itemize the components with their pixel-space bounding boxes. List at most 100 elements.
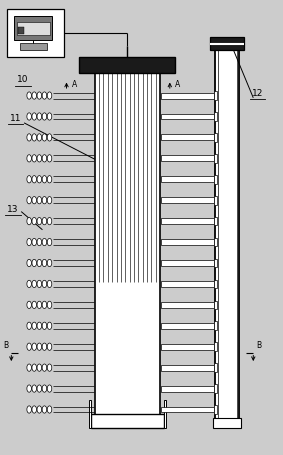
Bar <box>214 384 217 393</box>
Circle shape <box>47 406 52 413</box>
Bar <box>161 113 214 119</box>
Circle shape <box>47 197 52 204</box>
Circle shape <box>27 280 31 288</box>
Circle shape <box>32 113 37 120</box>
Circle shape <box>37 301 42 308</box>
Bar <box>214 112 217 121</box>
Bar <box>213 418 241 428</box>
Bar <box>214 154 217 162</box>
Circle shape <box>47 301 52 308</box>
Circle shape <box>32 134 37 141</box>
Bar <box>214 279 217 288</box>
Text: 11: 11 <box>10 114 21 123</box>
Bar <box>161 218 214 224</box>
Text: 10: 10 <box>17 75 28 84</box>
Circle shape <box>37 155 42 162</box>
Bar <box>161 364 214 370</box>
Circle shape <box>47 364 52 371</box>
Circle shape <box>27 113 31 120</box>
Circle shape <box>47 259 52 267</box>
Circle shape <box>32 176 37 183</box>
Bar <box>20 43 47 50</box>
Circle shape <box>27 322 31 329</box>
Circle shape <box>32 280 37 288</box>
Bar <box>161 386 214 391</box>
Bar <box>214 196 217 204</box>
Text: 12: 12 <box>252 89 263 98</box>
Bar <box>161 407 214 412</box>
Circle shape <box>47 134 52 141</box>
Text: A: A <box>72 80 77 89</box>
Circle shape <box>32 406 37 413</box>
Circle shape <box>27 385 31 392</box>
Circle shape <box>27 134 31 141</box>
Circle shape <box>42 322 47 329</box>
Bar <box>214 91 217 100</box>
Text: B: B <box>3 341 8 350</box>
Circle shape <box>42 134 47 141</box>
Text: A: A <box>175 80 180 89</box>
Bar <box>79 57 175 73</box>
Circle shape <box>47 280 52 288</box>
Bar <box>95 73 160 428</box>
Circle shape <box>32 364 37 371</box>
Bar <box>214 175 217 183</box>
Circle shape <box>27 259 31 267</box>
Circle shape <box>47 322 52 329</box>
Circle shape <box>42 92 47 99</box>
Circle shape <box>32 301 37 308</box>
Bar <box>161 239 214 245</box>
Circle shape <box>37 385 42 392</box>
Circle shape <box>37 259 42 267</box>
Bar <box>7 9 64 57</box>
Circle shape <box>32 343 37 350</box>
Bar <box>161 260 214 266</box>
Bar <box>164 400 166 428</box>
Circle shape <box>47 238 52 246</box>
Circle shape <box>27 92 31 99</box>
Circle shape <box>32 217 37 225</box>
Bar <box>214 363 217 372</box>
Circle shape <box>27 176 31 183</box>
Circle shape <box>42 259 47 267</box>
Circle shape <box>27 406 31 413</box>
Circle shape <box>42 217 47 225</box>
Circle shape <box>42 343 47 350</box>
Bar <box>214 321 217 330</box>
Circle shape <box>42 238 47 246</box>
Text: B: B <box>257 341 262 350</box>
Circle shape <box>27 301 31 308</box>
Circle shape <box>32 155 37 162</box>
Bar <box>214 405 217 414</box>
Circle shape <box>37 134 42 141</box>
Circle shape <box>42 406 47 413</box>
Bar <box>14 16 52 40</box>
Circle shape <box>27 238 31 246</box>
Circle shape <box>27 217 31 225</box>
Circle shape <box>37 92 42 99</box>
Circle shape <box>32 322 37 329</box>
Circle shape <box>47 343 52 350</box>
Circle shape <box>37 322 42 329</box>
Text: 13: 13 <box>7 205 18 214</box>
Bar <box>214 217 217 225</box>
Circle shape <box>47 155 52 162</box>
Bar <box>91 414 164 428</box>
Bar <box>17 22 50 35</box>
Circle shape <box>32 259 37 267</box>
Circle shape <box>42 155 47 162</box>
Bar <box>161 176 214 182</box>
Bar <box>214 133 217 142</box>
Circle shape <box>37 197 42 204</box>
Circle shape <box>32 197 37 204</box>
Circle shape <box>37 176 42 183</box>
Circle shape <box>42 280 47 288</box>
Circle shape <box>37 113 42 120</box>
Bar <box>214 258 217 267</box>
Circle shape <box>37 238 42 246</box>
Circle shape <box>42 301 47 308</box>
Circle shape <box>37 280 42 288</box>
Circle shape <box>47 176 52 183</box>
Bar <box>161 155 214 161</box>
Bar <box>89 400 91 428</box>
